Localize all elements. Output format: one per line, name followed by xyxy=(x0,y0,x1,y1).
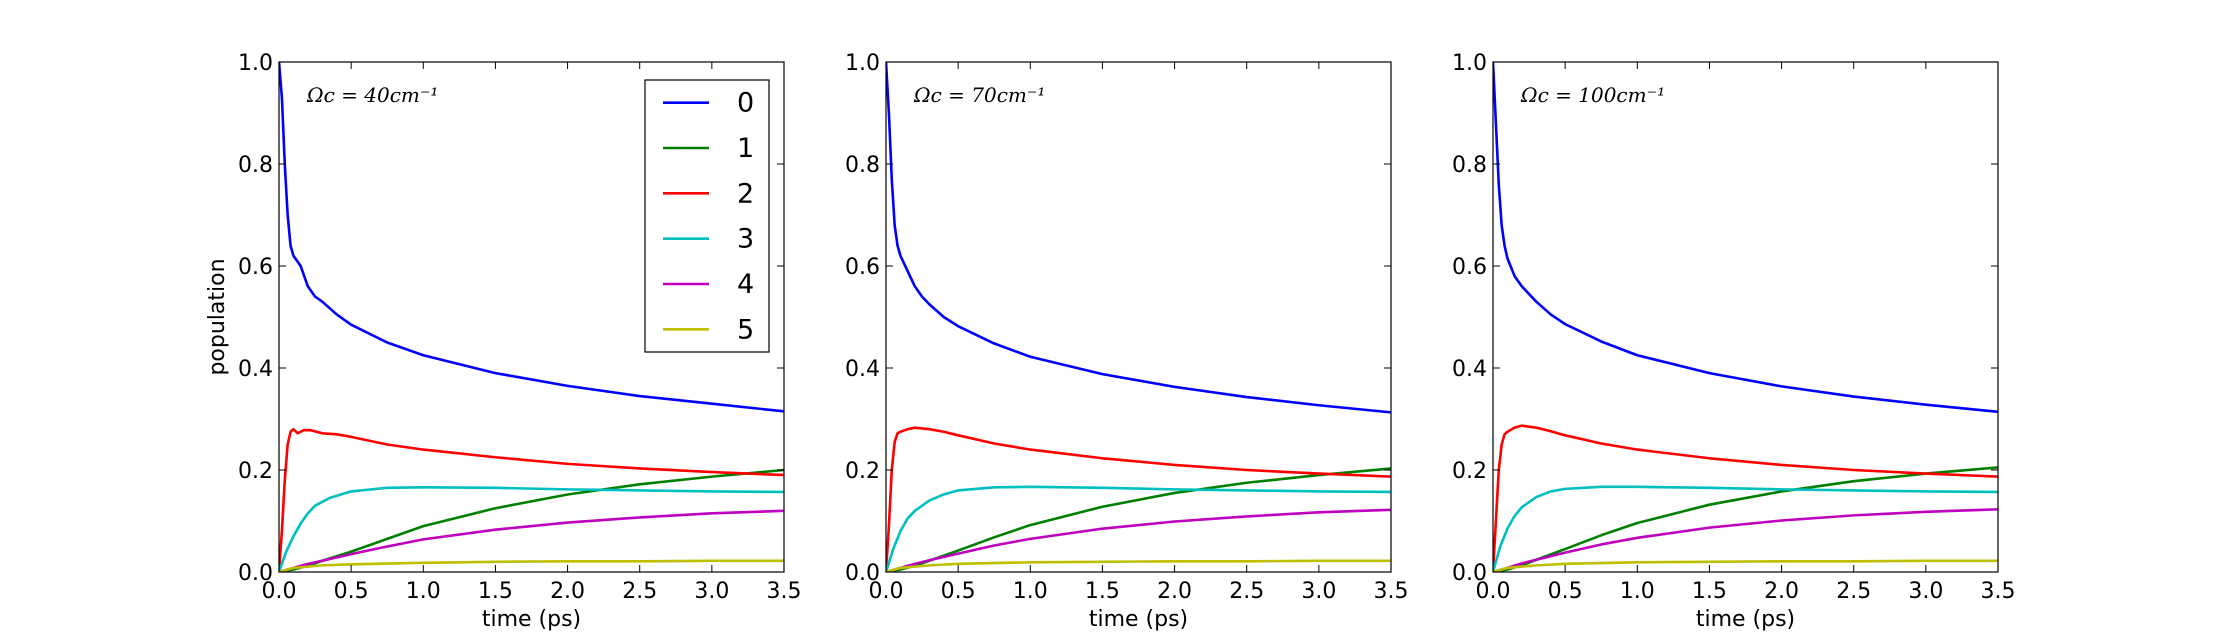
y-tick-label: 1.0 xyxy=(238,51,273,76)
series-line-5 xyxy=(886,559,1391,572)
x-tick-label: 1.5 xyxy=(1692,579,1727,604)
y-tick-label: 1.0 xyxy=(845,51,880,76)
y-tick-label: 0.6 xyxy=(845,255,880,280)
y-tick-label: 0.8 xyxy=(1452,153,1487,178)
plot-frame xyxy=(278,61,785,573)
series-line-5 xyxy=(279,559,784,572)
series-line-4 xyxy=(886,508,1391,572)
x-tick-label: 1.5 xyxy=(1085,579,1120,604)
legend-label-2: 2 xyxy=(737,178,754,209)
x-axis-label: time (ps) xyxy=(1696,607,1795,632)
y-tick-label: 0.4 xyxy=(845,357,880,382)
series-line-1 xyxy=(886,467,1391,572)
y-tick-label: 0.2 xyxy=(238,459,273,484)
y-tick-label: 0.2 xyxy=(845,459,880,484)
x-tick-label: 1.5 xyxy=(478,579,513,604)
panel-annotation: Ωc = 40cm⁻¹ xyxy=(306,83,438,107)
series-line-2 xyxy=(886,426,1391,572)
panel-1: 0.0 0.5 1.0 1.5 2.0 2.5 3.0 3.5 0.0 0.2 0.4 0.6 0.8 1… xyxy=(205,51,802,632)
series-line-3 xyxy=(886,485,1391,572)
series-line-0 xyxy=(886,62,1391,414)
series-line-3 xyxy=(279,486,784,572)
legend-frame xyxy=(644,79,770,353)
y-tick-label: 0.8 xyxy=(238,153,273,178)
x-tick-label: 0.5 xyxy=(941,579,976,604)
panel-annotation: Ωc = 100cm⁻¹ xyxy=(1520,83,1665,107)
x-tick-label: 3.5 xyxy=(767,579,802,604)
series-line-5 xyxy=(1493,559,1998,572)
y-tick-label: 0.6 xyxy=(238,255,273,280)
x-tick-label: 0.0 xyxy=(1476,579,1511,604)
x-tick-label: 3.0 xyxy=(1908,579,1943,604)
x-tick-label: 0.0 xyxy=(262,579,297,604)
y-tick-label: 0.0 xyxy=(238,561,273,586)
series-line-2 xyxy=(1493,424,1998,572)
x-tick-label: 2.0 xyxy=(1157,579,1192,604)
x-tick-label: 0.5 xyxy=(1548,579,1583,604)
x-tick-label: 3.0 xyxy=(694,579,729,604)
x-tick-label: 2.5 xyxy=(622,579,657,604)
legend: 0 1 2 3 4 5 xyxy=(644,79,770,353)
x-tick-label: 3.5 xyxy=(1374,579,1409,604)
panel-3: 0.0 0.5 1.0 1.5 2.0 2.5 3.0 3.5 0.0 0.2 0.4 0.6 0.8 1… xyxy=(1452,51,2016,632)
legend-label-5: 5 xyxy=(737,314,754,345)
x-tick-label: 2.0 xyxy=(1764,579,1799,604)
legend-label-4: 4 xyxy=(737,269,754,300)
x-tick-label: 3.5 xyxy=(1981,579,2016,604)
y-tick-label: 1.0 xyxy=(1452,51,1487,76)
y-tick-label: 0.4 xyxy=(1452,357,1487,382)
y-tick-label: 0.0 xyxy=(1452,561,1487,586)
x-tick-label: 2.5 xyxy=(1229,579,1264,604)
legend-label-0: 0 xyxy=(737,88,754,119)
series-line-1 xyxy=(1493,466,1998,572)
series-line-4 xyxy=(1493,507,1998,572)
series-line-2 xyxy=(279,427,784,572)
panel-annotation: Ωc = 70cm⁻¹ xyxy=(913,83,1045,107)
x-tick-label: 3.0 xyxy=(1301,579,1336,604)
x-tick-label: 1.0 xyxy=(1620,579,1655,604)
panel-2: 0.0 0.5 1.0 1.5 2.0 2.5 3.0 3.5 0.0 0.2 0.4 0.6 0.8 1… xyxy=(845,51,1409,632)
x-axis-label: time (ps) xyxy=(482,607,581,632)
x-tick-label: 2.0 xyxy=(550,579,585,604)
x-axis-label: time (ps) xyxy=(1089,607,1188,632)
x-tick-label: 0.0 xyxy=(869,579,904,604)
x-tick-label: 1.0 xyxy=(1013,579,1048,604)
x-tick-label: 2.5 xyxy=(1836,579,1871,604)
series-line-0 xyxy=(1493,62,1998,414)
legend-label-3: 3 xyxy=(737,224,754,255)
y-tick-label: 0.8 xyxy=(845,153,880,178)
series-line-1 xyxy=(279,468,784,572)
series-line-0 xyxy=(279,62,784,413)
series-line-4 xyxy=(279,509,784,572)
series-line-3 xyxy=(1493,485,1998,572)
legend-label-1: 1 xyxy=(737,133,754,164)
x-tick-label: 1.0 xyxy=(406,579,441,604)
plot-frame xyxy=(885,61,1392,573)
y-tick-label: 0.2 xyxy=(1452,459,1487,484)
y-axis-label: population xyxy=(205,258,230,375)
y-tick-label: 0.0 xyxy=(845,561,880,586)
y-tick-label: 0.4 xyxy=(238,357,273,382)
y-tick-label: 0.6 xyxy=(1452,255,1487,280)
x-tick-label: 0.5 xyxy=(334,579,369,604)
plot-frame xyxy=(1492,61,1999,573)
